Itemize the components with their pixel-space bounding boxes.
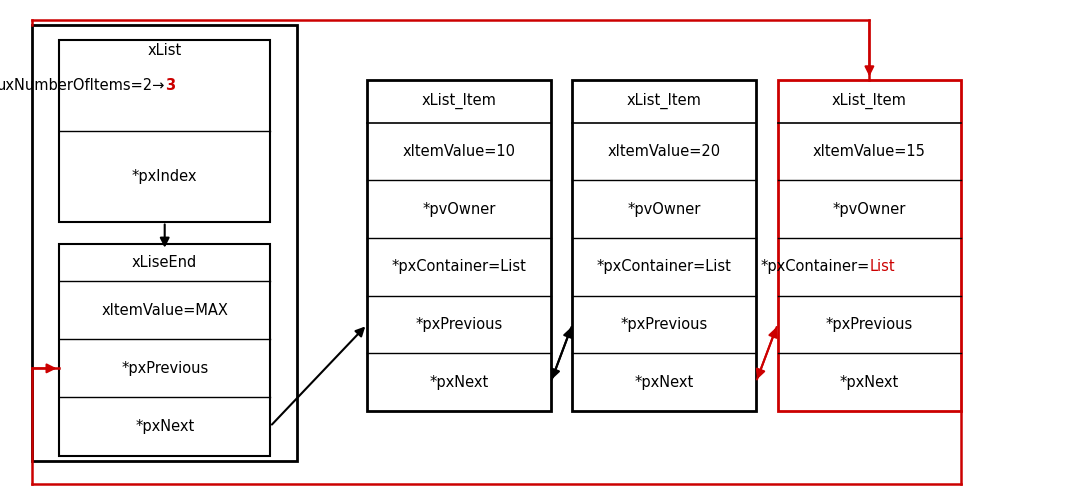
- Text: uxNumberOfItems=2→: uxNumberOfItems=2→: [0, 78, 164, 93]
- Text: xList_Item: xList_Item: [832, 93, 907, 109]
- Text: xList_Item: xList_Item: [626, 93, 702, 109]
- Bar: [59, 40, 270, 222]
- Text: *pvOwner: *pvOwner: [422, 202, 496, 217]
- Bar: [778, 80, 961, 411]
- Text: *pxPrevious: *pxPrevious: [121, 361, 208, 376]
- Text: *pvOwner: *pvOwner: [833, 202, 906, 217]
- Bar: [367, 80, 551, 411]
- Text: *pxIndex: *pxIndex: [132, 169, 198, 184]
- Text: xList_Item: xList_Item: [421, 93, 497, 109]
- Text: *pvOwner: *pvOwner: [627, 202, 701, 217]
- Text: *pxNext: *pxNext: [430, 374, 488, 389]
- Text: 3: 3: [164, 78, 175, 93]
- Text: *pxNext: *pxNext: [840, 374, 899, 389]
- Text: *pxPrevious: *pxPrevious: [416, 317, 502, 332]
- Text: *pxNext: *pxNext: [135, 419, 194, 434]
- Text: xItemValue=MAX: xItemValue=MAX: [102, 303, 228, 318]
- Bar: [59, 244, 270, 456]
- Text: *pxContainer=List: *pxContainer=List: [597, 259, 731, 274]
- Text: xItemValue=20: xItemValue=20: [608, 144, 720, 159]
- Text: xList: xList: [148, 43, 181, 58]
- Bar: [572, 80, 756, 411]
- Text: *pxPrevious: *pxPrevious: [621, 317, 707, 332]
- Text: xLiseEnd: xLiseEnd: [132, 255, 198, 270]
- Text: *pxContainer=List: *pxContainer=List: [392, 259, 526, 274]
- Bar: [32, 25, 297, 461]
- Text: *pxNext: *pxNext: [635, 374, 693, 389]
- Text: xItemValue=10: xItemValue=10: [403, 144, 515, 159]
- Text: *pxPrevious: *pxPrevious: [826, 317, 913, 332]
- Text: *pxContainer=: *pxContainer=: [760, 259, 869, 274]
- Text: xItemValue=15: xItemValue=15: [813, 144, 926, 159]
- Text: List: List: [869, 259, 895, 274]
